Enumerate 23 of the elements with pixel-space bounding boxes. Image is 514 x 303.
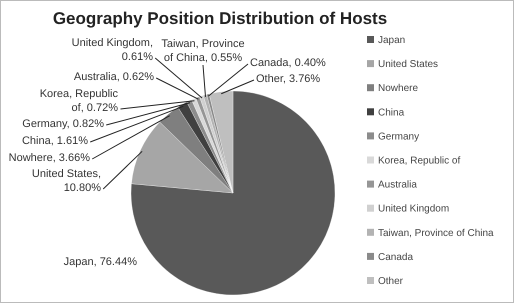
legend-label: Nowhere	[378, 83, 418, 94]
data-label: United Kingdom, 0.61%	[72, 37, 154, 63]
legend-label: United Kingdom	[378, 204, 450, 215]
data-label: United States, 10.80%	[32, 168, 102, 194]
data-label: Japan, 76.44%	[64, 256, 138, 268]
data-label: Taiwan, Province of China, 0.55%	[161, 38, 245, 64]
legend-label: Canada	[378, 252, 414, 263]
legend-label: Australia	[378, 180, 418, 191]
chart-title: Geography Position Distribution of Hosts	[52, 9, 388, 28]
data-label: Other, 3.76%	[256, 73, 320, 85]
data-label: Germany, 0.82%	[22, 118, 104, 130]
legend-label: United States	[378, 59, 438, 70]
legend-label: Other	[378, 276, 404, 287]
legend-label: Taiwan, Province of China	[378, 228, 494, 239]
data-label: Canada, 0.40%	[250, 57, 326, 69]
data-label: Korea, Republic of, 0.72%	[40, 88, 118, 114]
data-label: China, 1.61%	[22, 135, 88, 147]
legend-label: Korea, Republic of	[378, 156, 460, 166]
data-label: Nowhere, 3.66%	[8, 152, 90, 164]
legend-label: Germany	[378, 131, 420, 142]
data-label: Australia, 0.62%	[74, 71, 154, 83]
legend-label: Japan	[378, 35, 406, 46]
legend-label: China	[378, 107, 405, 118]
